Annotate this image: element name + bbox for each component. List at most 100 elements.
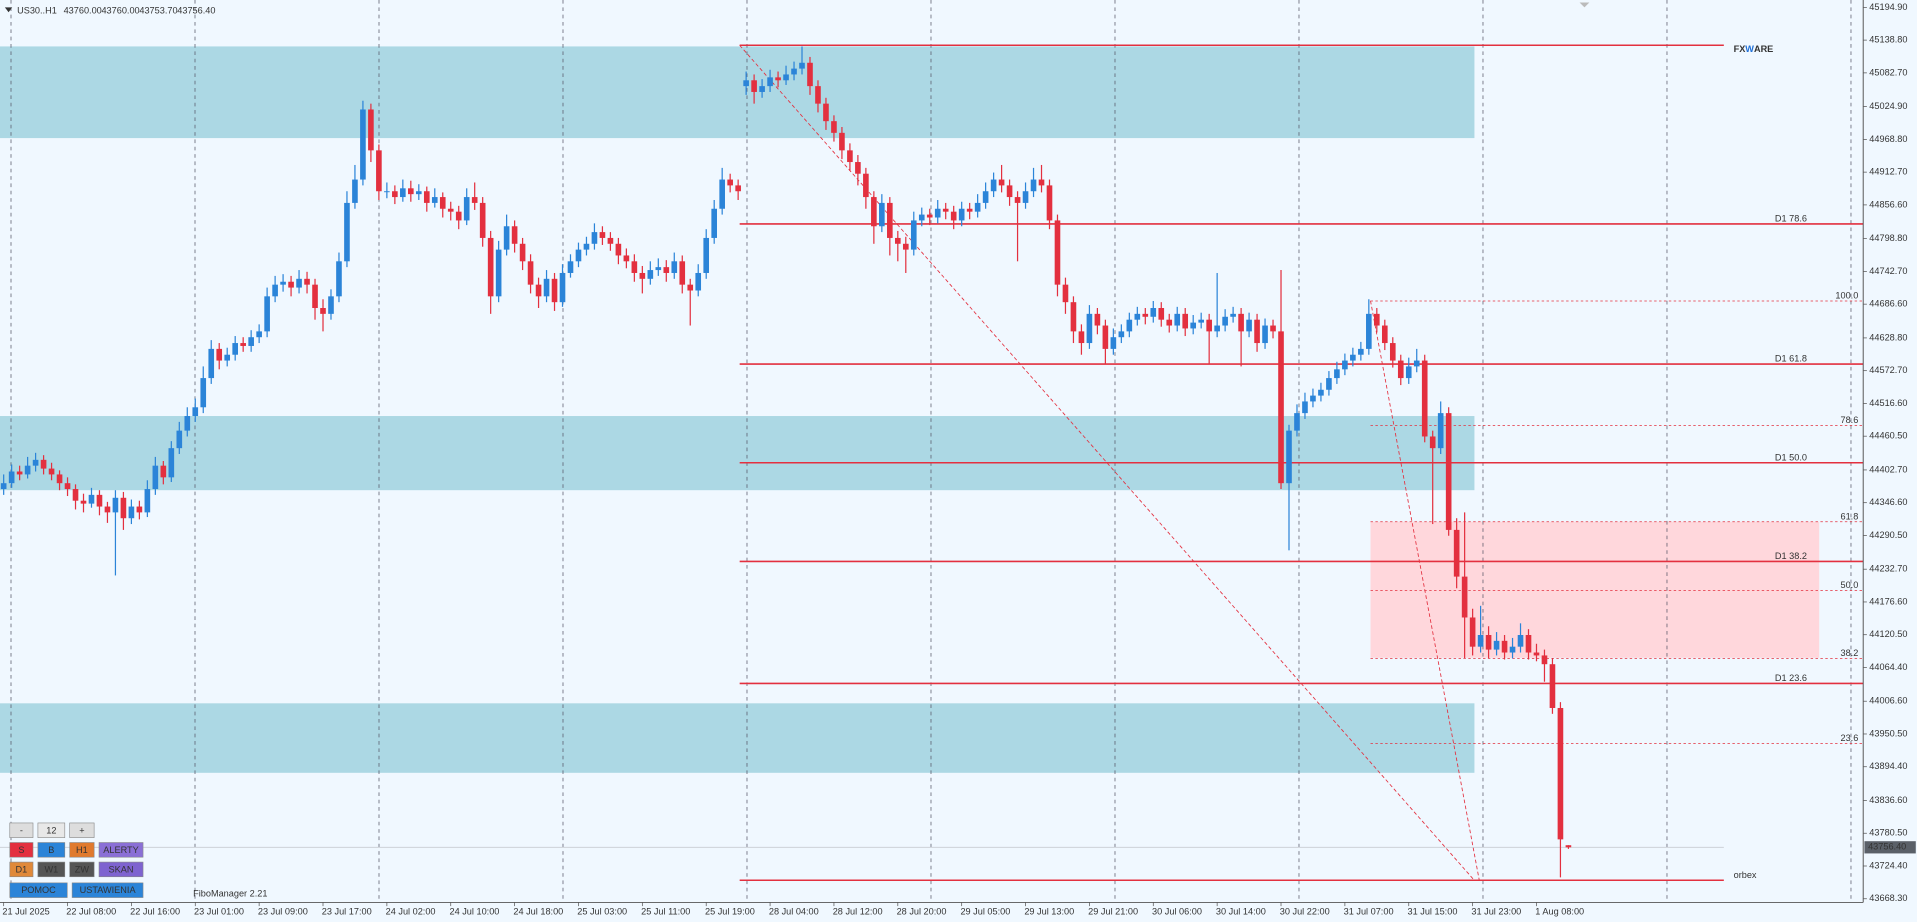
panel-button-label[interactable]: 12 [46,825,56,835]
candle-body [240,343,246,346]
candle-body [751,80,757,92]
x-tick-label: 30 Jul 14:00 [1216,907,1266,917]
panel-button[interactable] [69,861,95,878]
candle-body [336,261,342,297]
levels: D1 78.6 D1 61.8 D1 50.0 D1 38.2 D1 23.6 100.0… [0,44,1864,882]
candle-body [160,465,167,478]
candle-body [1565,845,1572,848]
y-tick-label: 45138.80 [1869,35,1907,45]
candle-body [479,202,486,238]
candle-body [1110,337,1117,349]
panel-button-label[interactable]: S [18,845,24,855]
candle-body [288,281,294,288]
y-tick-label: 44460.50 [1869,431,1907,441]
candle-body [80,500,87,504]
candle-body [1254,319,1260,344]
y-tick-label: 44120.50 [1869,629,1907,639]
candle-body [48,468,55,475]
candle-body [32,459,39,466]
candle-body [1405,366,1412,379]
candle-body [1286,430,1292,484]
candle-body [176,430,183,449]
panel-button-label[interactable]: D1 [16,864,28,874]
panel-button-label[interactable]: USTAWIENIA [80,885,137,895]
candle-body [0,483,7,490]
zone [1370,521,1820,658]
panel-button[interactable] [37,822,66,838]
candle-body [1070,302,1077,332]
candle-body [368,109,374,151]
panel-button[interactable] [69,842,95,858]
price-tag: 43756.40 [1868,842,1906,852]
header-value: 43756.40 [177,5,215,15]
candle-body [934,208,941,218]
panel-button[interactable] [98,861,144,878]
candle-body [248,337,254,346]
candle-body [791,68,797,75]
y-tick-label: 44912.70 [1869,167,1907,177]
panel-button-label[interactable]: ALERTY [103,845,138,855]
panel-button[interactable] [37,842,66,858]
panel-button[interactable] [9,822,34,838]
candle-body [384,191,390,193]
candle-body [1477,635,1484,647]
panel-button[interactable] [71,882,144,898]
panel-button[interactable] [9,882,68,898]
x-tick-label: 22 Jul 16:00 [130,907,180,917]
y-tick-label: 43780.50 [1869,828,1907,838]
candle-body [88,494,95,504]
candle-body [1397,360,1404,379]
candle-body [152,465,159,490]
candle-body [543,278,550,297]
candle-body [663,267,670,273]
candle-body [1094,313,1101,326]
candle-body [966,208,973,212]
panel-button[interactable] [37,861,66,878]
candle-body [1541,655,1548,665]
panel-button[interactable] [98,842,144,858]
candle-body [1014,197,1021,203]
candle-body [1142,313,1149,317]
candle-body [902,243,909,250]
candle-body [1517,635,1524,647]
candle-body [703,237,710,273]
panel-button-label[interactable]: SKAN [109,864,134,874]
panel-button-label[interactable]: - [20,825,23,835]
candle-body [855,162,861,174]
candle-body [72,489,79,501]
candle-body [1086,313,1093,344]
y-tick-label: 43836.60 [1869,795,1907,805]
y-tick-label: 44968.80 [1869,134,1907,144]
candle-body [1102,325,1109,349]
candle-body [104,506,111,513]
price-tag-box [1864,841,1916,854]
x-tick-label: 29 Jul 05:00 [960,907,1010,917]
y-tick-label: 44628.80 [1869,332,1907,342]
panel-button-label[interactable]: ZW [75,864,90,874]
panel-button-label[interactable]: W1 [44,864,58,874]
candle-body [168,448,175,478]
d1-level-label: D1 38.2 [1775,551,1807,561]
candle-body [1437,413,1444,449]
candle-body [1230,313,1236,317]
panel-footer: FiboManager 2.21 [193,888,267,898]
panel-button-label[interactable]: POMOC [21,885,56,895]
candle-body [1062,284,1069,303]
candle-body [1326,378,1332,390]
candle-body [344,202,350,262]
panel-button-label[interactable]: + [79,825,84,835]
candle-body [439,197,446,209]
candle-body [8,471,15,484]
candle-body [767,77,773,87]
panel-button[interactable] [9,842,34,858]
h1-level-label: 38.2 [1840,648,1858,658]
panel-button-label[interactable]: H1 [76,845,88,855]
panel-button[interactable] [9,861,34,878]
candle-body [1310,395,1316,402]
candle-body [1366,313,1372,349]
candle-body [1445,413,1452,530]
panel-button[interactable] [69,822,95,838]
panel-button-label[interactable]: B [48,845,54,855]
candle-body [647,270,654,279]
